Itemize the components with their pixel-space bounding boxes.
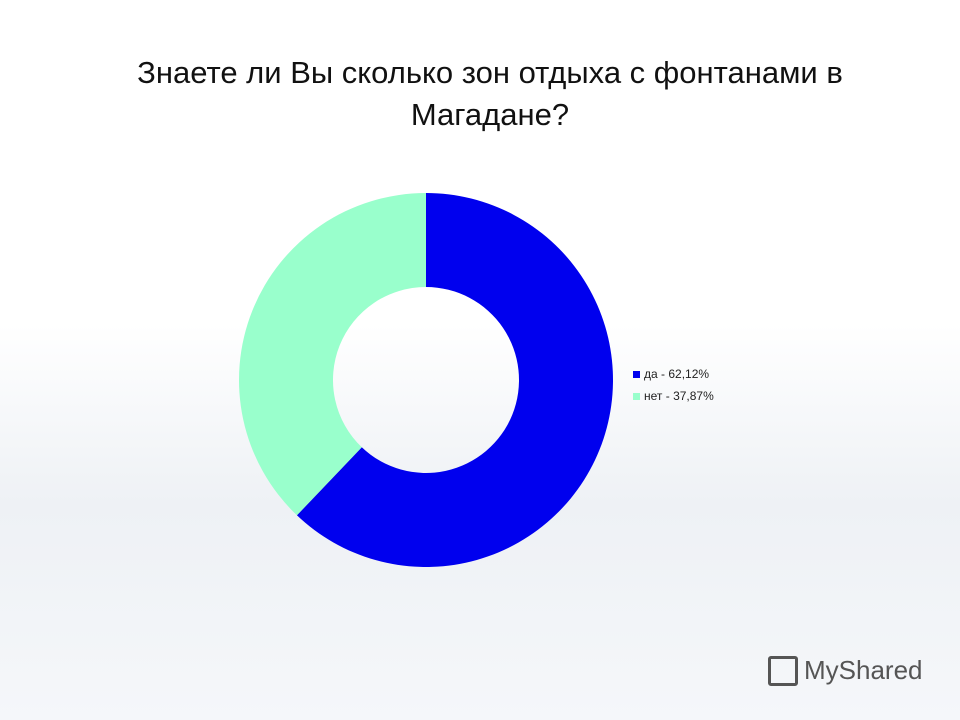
legend-item-da: да - 62,12% [633,363,714,385]
legend-item-net: нет - 37,87% [633,385,714,407]
legend-label: да - 62,12% [644,367,710,381]
legend-swatch [633,392,640,400]
legend-swatch [633,370,640,378]
donut-slice-нет [238,192,426,516]
watermark-text: MyShared [804,655,923,685]
watermark: MyShared [768,655,923,686]
legend-label: нет - 37,87% [644,389,714,403]
chart-title: Знаете ли Вы сколько зон отдыха с фонтан… [137,55,843,132]
presentation-icon [768,655,798,686]
legend: да - 62,12% нет - 37,87% [633,363,714,407]
donut-slice-да [296,193,613,567]
